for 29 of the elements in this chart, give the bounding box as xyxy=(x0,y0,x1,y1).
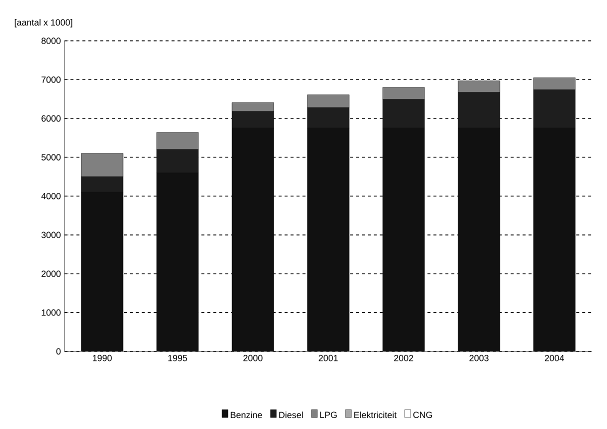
bar xyxy=(81,192,124,352)
x-tick-label: 2003 xyxy=(470,354,489,362)
y-tick-label: 6000 xyxy=(42,115,61,122)
x-tick-label: 1990 xyxy=(92,354,112,362)
y-tick-label: 7000 xyxy=(42,76,61,83)
legend-label: Elektriciteit xyxy=(354,412,397,418)
y-tick-label: 3000 xyxy=(41,232,61,238)
bar xyxy=(533,128,576,352)
x-tick-label: 1995 xyxy=(168,354,188,362)
y-tick-label: 8000 xyxy=(42,38,61,44)
y-tick-label: 1000 xyxy=(42,309,61,316)
legend-label: LPG xyxy=(320,412,337,418)
y-axis-title: [aantal x 1000] xyxy=(14,19,72,28)
legend-label: Benzine xyxy=(230,412,262,418)
legend-label: CNG xyxy=(413,412,432,418)
y-tick-label: 2000 xyxy=(42,270,61,277)
x-tick-label: 2001 xyxy=(318,354,338,362)
bar xyxy=(156,172,199,352)
x-tick-label: 2000 xyxy=(243,354,262,362)
bar xyxy=(307,128,350,352)
y-tick-label: 4000 xyxy=(41,192,61,200)
y-tick-label: 5000 xyxy=(41,154,61,160)
x-tick-label: 2002 xyxy=(394,354,414,362)
y-tick-label: 0 xyxy=(56,348,61,355)
bar xyxy=(232,128,274,352)
bar xyxy=(382,128,425,352)
legend-label: Diesel xyxy=(279,412,303,418)
bar xyxy=(458,128,500,352)
x-tick-label: 2004 xyxy=(544,354,564,362)
